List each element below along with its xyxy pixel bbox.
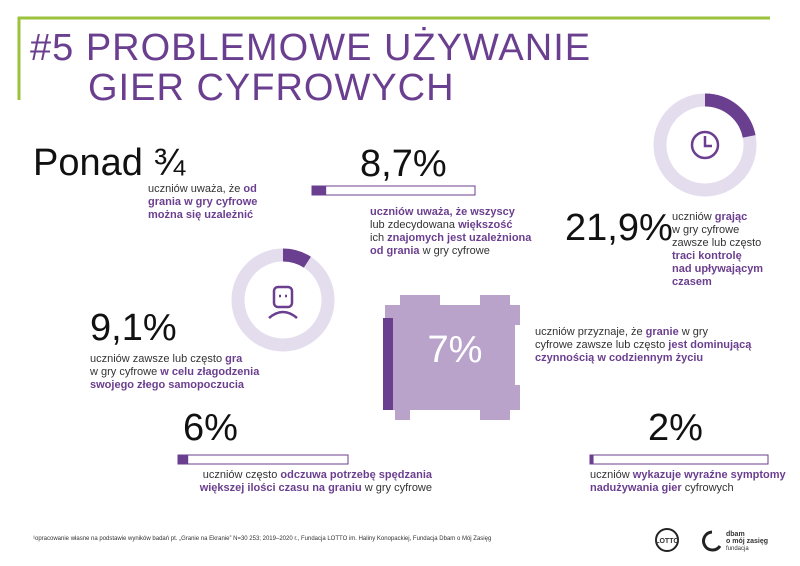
description-run: w gry cyfrowe: [420, 245, 490, 257]
stat-description: uczniów często odczuwa potrzebę spędzani…: [203, 469, 433, 481]
stat-description: uczniów uważa, że wszyscy: [370, 206, 516, 218]
donut-arc: [231, 248, 335, 352]
stat-description: uczniów zawsze lub często gra: [90, 353, 243, 365]
stat-description: od grania w gry cyfrowe: [370, 245, 490, 257]
description-run: swojego złego samopoczucia: [90, 379, 245, 391]
footnote: ¹opracowanie własne na podstawie wyników…: [33, 536, 491, 542]
description-run: jest dominującą: [667, 339, 752, 351]
description-run: w gry cyfrowe: [362, 482, 432, 494]
logo-text: fundacja: [726, 546, 749, 552]
pixel-shape: [385, 295, 520, 420]
description-run: w gry cyfrowe: [671, 224, 739, 236]
description-run: uczniów przyznaje, że: [535, 326, 646, 338]
description-run: w gry cyfrowe: [89, 366, 160, 378]
description-run: od grania: [370, 245, 420, 257]
stat-description: swojego złego samopoczucia: [90, 379, 245, 391]
stat-description: nad upływającym: [672, 263, 763, 275]
description-run: czasem: [672, 276, 712, 288]
stat-description: uczniów wykazuje wyraźne symptomy: [590, 469, 787, 481]
logo-dbam: dbam o mój zasięg fundacja: [702, 530, 768, 552]
description-run: cyfrowe zawsze lub często: [535, 339, 668, 351]
logo-text: dbam: [726, 531, 745, 538]
logo-text: o mój zasięg: [726, 538, 768, 545]
description-run: większość: [457, 219, 512, 231]
description-run: znajomych jest uzależniona: [387, 232, 532, 244]
clock-icon: [690, 130, 720, 160]
description-run: grania w gry cyfrowe: [148, 196, 257, 208]
stat-number: 9,1%: [90, 307, 177, 349]
description-run: granie: [646, 326, 679, 338]
bar-track: [311, 185, 476, 196]
description-run: większej ilości czasu na graniu: [199, 482, 362, 494]
description-run: grając: [715, 211, 747, 223]
description-run: lub zdecydowana: [370, 219, 458, 231]
stat-number: Ponad ¾: [33, 142, 186, 184]
stat-number: 6%: [183, 407, 238, 449]
stat-description: traci kontrolę: [672, 250, 742, 262]
description-run: zawsze lub często: [672, 237, 761, 249]
stat-description: większej ilości czasu na graniu w gry cy…: [199, 482, 432, 494]
description-run: gra: [225, 353, 243, 365]
description-run: uczniów uważa, że: [148, 183, 243, 195]
stat-description: nadużywania gier cyfrowych: [590, 482, 734, 494]
description-run: cyfrowych: [682, 482, 734, 494]
stat-description: można się uzależnić: [148, 209, 253, 221]
stat-number: 8,7%: [360, 143, 447, 185]
description-run: uczniów: [590, 469, 633, 481]
description-run: od: [243, 183, 256, 195]
stat-description: czasem: [672, 276, 712, 288]
stat-description: zawsze lub często: [672, 237, 761, 249]
description-run: w gry: [679, 326, 709, 338]
stat-number: 21,9%: [565, 207, 673, 249]
shape-accent: [383, 318, 393, 410]
logo-lotto: LOTTO: [655, 528, 679, 552]
title-line: GIER CYFROWYCH: [88, 67, 455, 109]
description-run: nadużywania gier: [590, 482, 682, 494]
description-run: czynnością w codziennym życiu: [535, 352, 703, 364]
stat-description: w gry cyfrowe w celu złagodzenia: [89, 366, 260, 378]
description-run: odczuwa potrzebę spędzania: [280, 469, 432, 481]
stat-description: uczniów grając: [672, 211, 747, 223]
description-run: w celu złagodzenia: [159, 366, 260, 378]
stat-description: uczniów uważa, że od: [148, 183, 257, 195]
description-run: traci kontrolę: [672, 250, 742, 262]
stat-description: ich znajomych jest uzależniona: [370, 232, 532, 244]
stat-description: czynnością w codziennym życiu: [535, 352, 703, 364]
logo-text: LOTTO: [655, 538, 679, 545]
description-run: uczniów zawsze lub często: [90, 353, 225, 365]
description-run: nad upływającym: [672, 263, 763, 275]
description-run: wykazuje wyraźne symptomy: [632, 469, 787, 481]
icons: [268, 130, 720, 319]
stat-number: 7%: [428, 329, 483, 371]
donut-arc: [653, 93, 757, 197]
stat-number: 2%: [648, 407, 703, 449]
bar-fill: [590, 455, 594, 464]
frame: [17, 16, 770, 100]
bar-fill: [178, 455, 189, 464]
stat-description: uczniów przyznaje, że granie w gry: [535, 326, 709, 338]
person-icon: [268, 285, 298, 319]
description-run: uczniów często: [203, 469, 281, 481]
description-run: uczniów uważa, że wszyscy: [370, 206, 516, 218]
stat-description: grania w gry cyfrowe: [148, 196, 257, 208]
description-run: uczniów: [672, 211, 715, 223]
bar-fill: [312, 186, 327, 195]
description-run: można się uzależnić: [148, 209, 253, 221]
stat-description: cyfrowe zawsze lub często jest dominując…: [535, 339, 752, 351]
title-line: #5 PROBLEMOWE UŻYWANIE: [30, 26, 591, 69]
bar-track: [177, 454, 349, 465]
description-run: ich: [370, 232, 387, 244]
stat-description: w gry cyfrowe: [671, 224, 739, 236]
donut-track: [231, 248, 335, 352]
stat-description: lub zdecydowana większość: [370, 219, 512, 231]
bar-track: [589, 454, 769, 465]
